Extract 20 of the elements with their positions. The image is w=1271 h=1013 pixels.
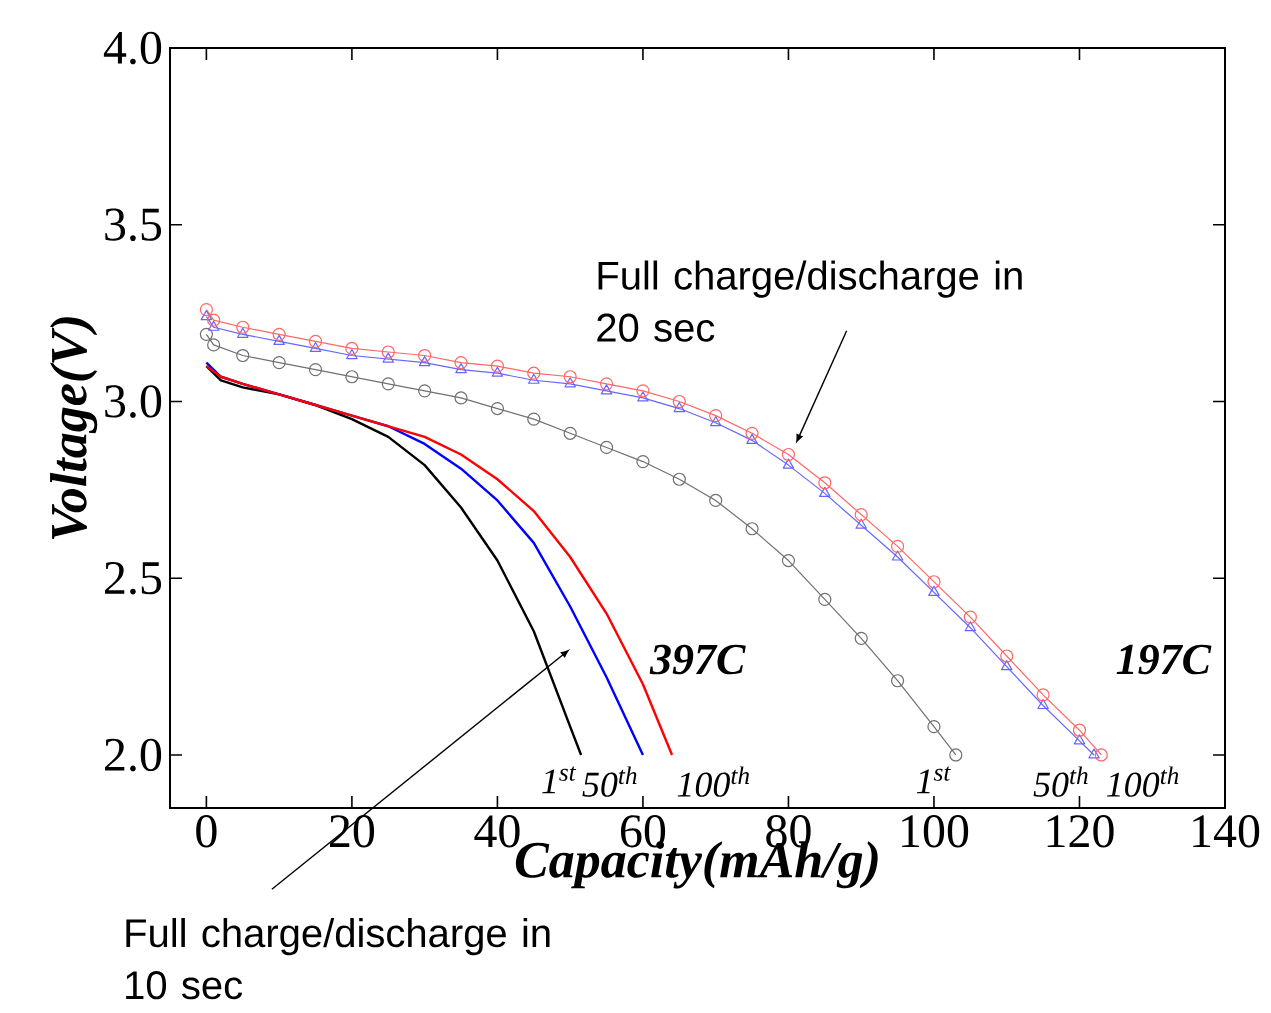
y-tick-label: 4.0 — [103, 31, 162, 65]
x-tick-label: 100 — [902, 815, 969, 848]
annotation: 100$^{th}$ — [1106, 766, 1179, 797]
annotation: 197C — [1116, 644, 1212, 675]
text: Full charge/discharge in 10 sec — [126, 917, 550, 1000]
annotation: 50$^{th}$ — [1033, 766, 1088, 797]
annotation: 397C — [649, 644, 746, 675]
y-tick-label: 2.0 — [105, 738, 162, 772]
y-tick-label: 2.5 — [105, 562, 162, 595]
x-tick-label: 140 — [1193, 815, 1260, 848]
annotation: 100$^{th}$ — [677, 766, 749, 797]
annotation: 50$^{th}$ — [582, 766, 637, 797]
annotation: 1$^{st}$ — [542, 766, 577, 794]
x-tick-label: 120 — [1047, 815, 1114, 848]
x-tick-label: 0 — [196, 815, 217, 848]
y-axis-title: Voltage(V) — [50, 317, 98, 540]
y-tick-label: 3.0 — [105, 385, 162, 418]
y-tick-label: 3.5 — [105, 208, 162, 241]
annotation: Full charge/discharge in 20 sec — [597, 260, 1022, 342]
annotation: 1$^{st}$ — [916, 766, 951, 794]
